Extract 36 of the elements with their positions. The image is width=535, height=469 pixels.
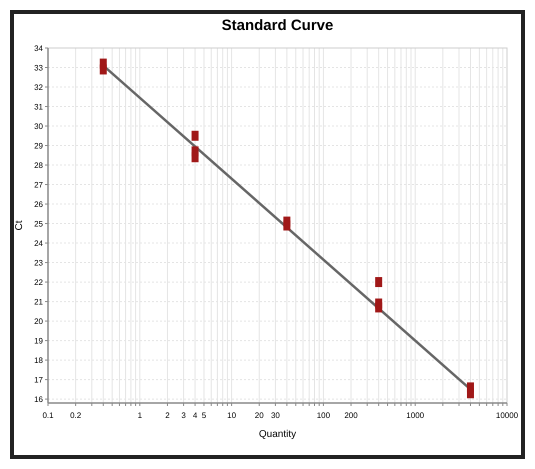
y-tick-label: 25 [34,220,44,229]
x-tick-label: 1000 [406,411,425,420]
x-tick-label: 4 [192,411,198,420]
chart-title: Standard Curve [222,17,334,34]
y-tick-label: 20 [34,317,44,326]
x-tick-label: 1 [138,411,143,420]
x-tick-label: 2 [165,411,170,420]
y-tick-label: 16 [34,395,44,404]
x-tick-label: 30 [270,411,280,420]
y-tick-label: 31 [34,102,44,112]
x-tick-label: 0.1 [42,411,54,420]
y-axis-title: Ct [14,220,25,230]
y-tick-label: 32 [34,83,44,92]
x-tick-label: 200 [344,411,358,420]
x-tick-label: 5 [202,411,207,420]
y-tick-label: 34 [34,44,44,53]
y-tick-label: 28 [34,161,44,170]
x-tick-label: 100 [316,411,331,420]
y-tick-label: 18 [34,356,44,366]
y-tick-label: 19 [34,336,44,346]
x-tick-label: 20 [254,411,264,420]
y-tick-label: 22 [34,278,44,288]
y-tick-label: 29 [34,142,44,151]
y-tick-label: 23 [34,258,44,268]
y-tick-label: 17 [34,376,44,385]
y-tick-label: 27 [34,180,44,190]
y-tick-label: 24 [34,239,44,248]
x-tick-label: 0.2 [70,411,82,420]
x-tick-label: 10000 [496,411,519,420]
x-tick-label: 10 [227,411,237,420]
y-tick-label: 33 [34,64,44,73]
y-tick-label: 26 [34,200,44,210]
x-axis-title: Quantity [258,429,296,440]
x-tick-label: 3 [181,411,186,420]
y-tick-label: 21 [34,298,44,307]
y-tick-label: 30 [34,122,44,132]
